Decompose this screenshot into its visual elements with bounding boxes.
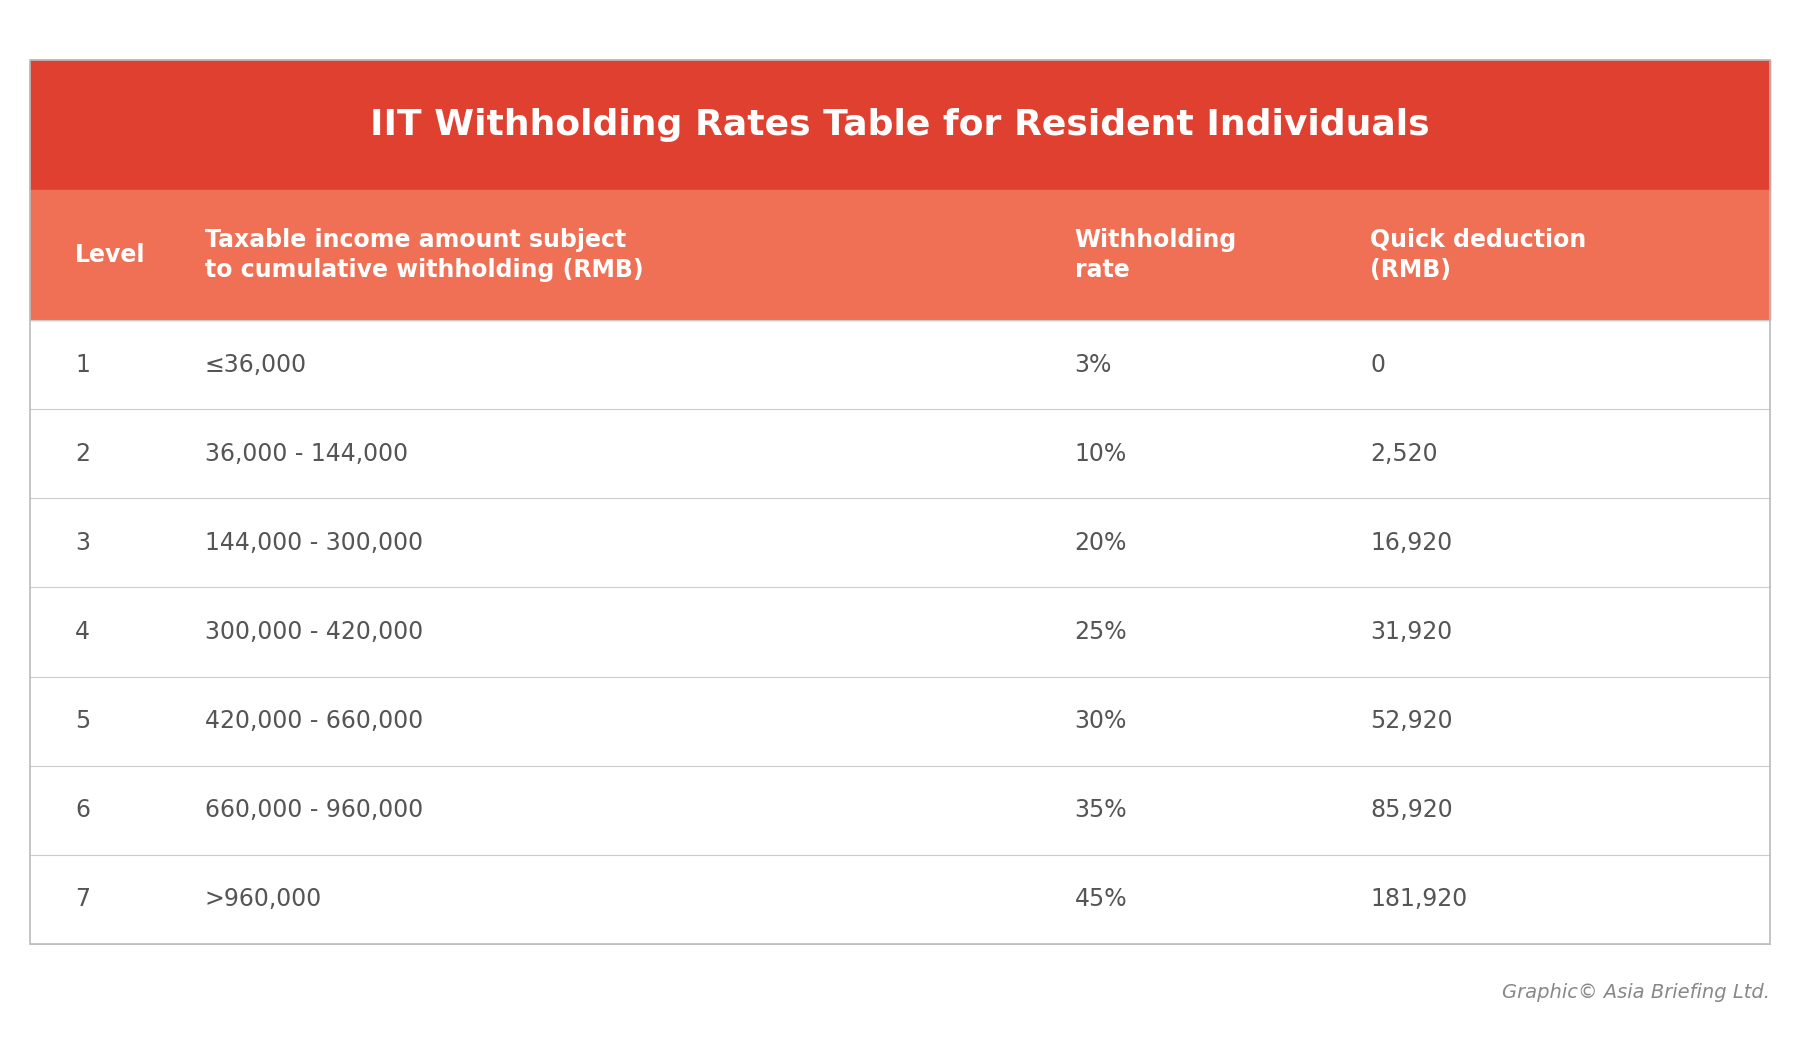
Text: 1: 1 <box>76 353 90 377</box>
Bar <box>31 588 1769 677</box>
Text: 25%: 25% <box>1075 620 1127 644</box>
Text: 7: 7 <box>76 887 90 911</box>
Text: 2,520: 2,520 <box>1370 442 1438 466</box>
Text: >960,000: >960,000 <box>205 887 322 911</box>
Bar <box>31 190 1769 321</box>
Text: 85,920: 85,920 <box>1370 799 1453 823</box>
Bar <box>31 765 1769 855</box>
Text: 3: 3 <box>76 530 90 554</box>
Bar <box>31 409 1769 498</box>
Text: 16,920: 16,920 <box>1370 530 1453 554</box>
Text: IIT Withholding Rates Table for Resident Individuals: IIT Withholding Rates Table for Resident… <box>371 108 1429 142</box>
Text: 6: 6 <box>76 799 90 823</box>
Text: 300,000 - 420,000: 300,000 - 420,000 <box>205 620 423 644</box>
Text: 420,000 - 660,000: 420,000 - 660,000 <box>205 709 423 733</box>
Text: 2: 2 <box>76 442 90 466</box>
Bar <box>31 677 1769 765</box>
Text: 35%: 35% <box>1075 799 1127 823</box>
Text: Quick deduction
(RMB): Quick deduction (RMB) <box>1370 228 1586 282</box>
Text: 20%: 20% <box>1075 530 1127 554</box>
Text: 30%: 30% <box>1075 709 1127 733</box>
Text: 660,000 - 960,000: 660,000 - 960,000 <box>205 799 423 823</box>
Text: Withholding
rate: Withholding rate <box>1075 228 1237 282</box>
Text: Taxable income amount subject
to cumulative withholding (RMB): Taxable income amount subject to cumulat… <box>205 228 644 282</box>
Text: Graphic© Asia Briefing Ltd.: Graphic© Asia Briefing Ltd. <box>1501 983 1769 1002</box>
Text: 0: 0 <box>1370 353 1386 377</box>
Text: 45%: 45% <box>1075 887 1127 911</box>
Text: 5: 5 <box>76 709 90 733</box>
Bar <box>31 321 1769 409</box>
Bar <box>31 60 1769 944</box>
Text: 52,920: 52,920 <box>1370 709 1453 733</box>
Text: 181,920: 181,920 <box>1370 887 1467 911</box>
Text: 31,920: 31,920 <box>1370 620 1453 644</box>
Text: 36,000 - 144,000: 36,000 - 144,000 <box>205 442 409 466</box>
Text: ≤36,000: ≤36,000 <box>205 353 308 377</box>
Text: 4: 4 <box>76 620 90 644</box>
Text: 10%: 10% <box>1075 442 1127 466</box>
Text: 144,000 - 300,000: 144,000 - 300,000 <box>205 530 423 554</box>
Bar <box>31 855 1769 944</box>
Text: 3%: 3% <box>1075 353 1112 377</box>
Text: Level: Level <box>76 243 146 267</box>
Bar <box>31 498 1769 588</box>
Bar <box>31 60 1769 190</box>
